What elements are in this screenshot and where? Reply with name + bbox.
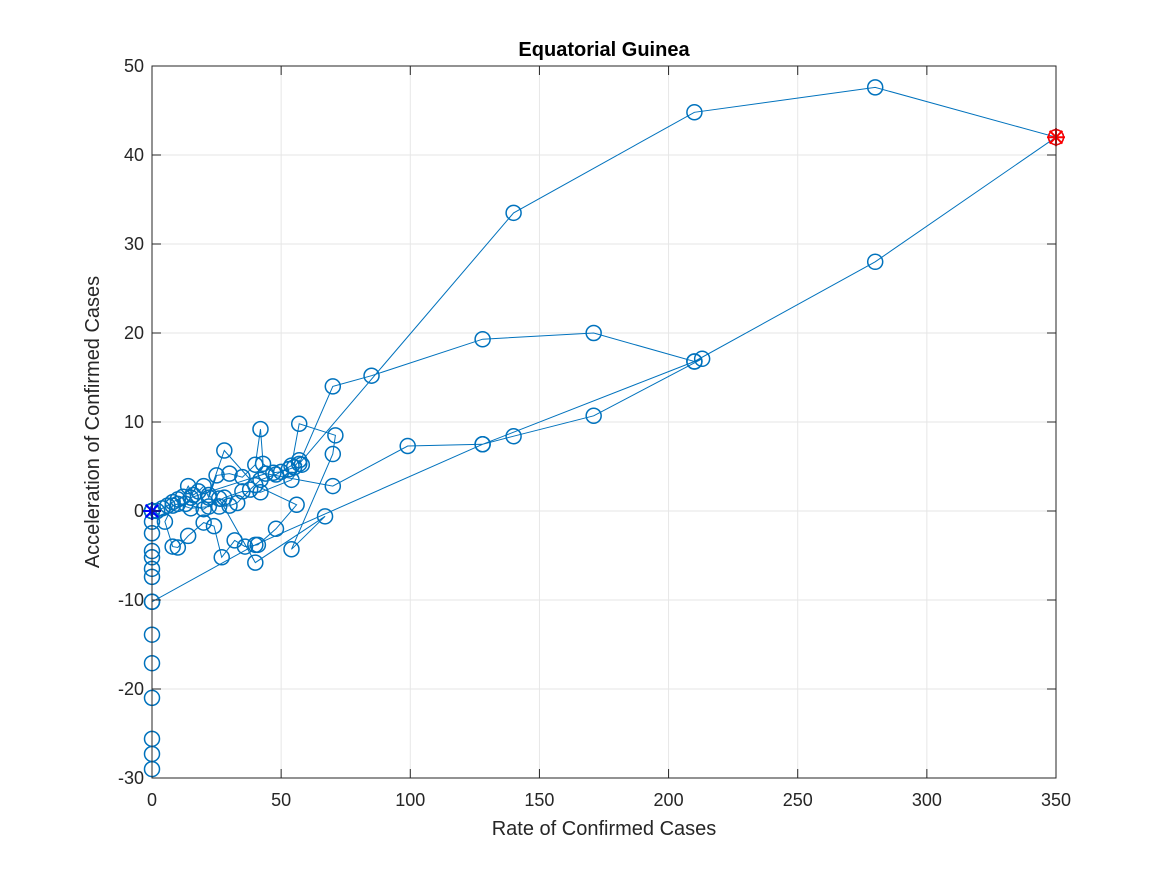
data-point: [210, 498, 228, 515]
data-point: [164, 497, 181, 514]
data-point: [327, 427, 344, 444]
data-point: [213, 549, 230, 566]
data-point: [267, 466, 285, 483]
data-point: [399, 437, 416, 455]
data-point: [234, 468, 251, 486]
x-tick-label: 150: [524, 790, 554, 810]
data-point: [283, 457, 300, 474]
data-point: [236, 538, 254, 555]
data-point: [195, 514, 212, 531]
y-tick-label: -10: [118, 590, 144, 610]
data-point: [208, 467, 225, 484]
data-point: [290, 455, 308, 473]
data-point: [686, 353, 703, 370]
data-point: [324, 445, 342, 463]
data-point: [474, 330, 491, 348]
y-tick-label: 30: [124, 234, 144, 254]
data-point: [156, 513, 174, 530]
data-point: [247, 476, 264, 494]
data-point: [474, 436, 491, 453]
data-point: [257, 465, 274, 482]
data-point: [179, 527, 197, 545]
data-point: [866, 253, 884, 271]
data-point: [585, 407, 602, 425]
data-point: [205, 517, 223, 535]
data-point: [324, 378, 342, 395]
data-point: [693, 350, 711, 368]
data-point: [164, 538, 181, 555]
x-tick-label: 50: [271, 790, 291, 810]
y-tick-label: 40: [124, 145, 144, 165]
data-point: [234, 483, 251, 500]
data-point: [169, 539, 187, 556]
data-point: [210, 490, 228, 507]
x-tick-label: 0: [147, 790, 157, 810]
y-tick-label: 20: [124, 323, 144, 343]
data-point: [505, 204, 522, 222]
data-point: [228, 494, 246, 512]
data-point: [195, 477, 212, 495]
x-axis-label: Rate of Confirmed Cases: [492, 818, 717, 840]
data-point: [324, 477, 342, 495]
data-point: [505, 427, 522, 445]
data-point: [241, 481, 259, 498]
data-point: [247, 456, 264, 473]
data-point: [216, 442, 233, 459]
data-point: [182, 489, 199, 506]
data-point: [254, 455, 272, 473]
y-tick-label: -20: [118, 679, 144, 699]
data-point: [283, 471, 300, 489]
data-point: [195, 500, 212, 518]
data-point: [585, 324, 602, 342]
tick-layer: 0 50 100 150 200 250 300 350 -30 -20 -10 0 10 20 30 40 5…: [118, 56, 1071, 810]
data-point: [247, 554, 264, 571]
x-tick-label: 250: [783, 790, 813, 810]
data-point: [177, 495, 194, 513]
y-axis-label: Acceleration of Confirmed Cases: [82, 276, 104, 568]
data-point: [283, 541, 300, 558]
data-point: [267, 520, 285, 538]
data-point: [288, 496, 305, 514]
y-tick-label: 10: [124, 412, 144, 432]
y-tick-label: -30: [118, 768, 144, 788]
data-point: [363, 367, 380, 384]
x-tick-label: 200: [654, 790, 684, 810]
data-point: [290, 415, 308, 433]
chart-title: Equatorial Guinea: [518, 39, 690, 61]
data-point: [200, 486, 218, 504]
data-point: [247, 536, 264, 554]
x-tick-label: 100: [395, 790, 425, 810]
y-tick-label: 0: [134, 501, 144, 521]
y-tick-label: 50: [124, 56, 144, 76]
data-point: [252, 420, 269, 438]
data-point: [221, 465, 238, 482]
data-point: [252, 471, 269, 489]
data-point: [316, 508, 334, 525]
series-layer: [143, 79, 1065, 778]
x-tick-label: 300: [912, 790, 942, 810]
data-point: [265, 464, 282, 481]
data-point: [686, 104, 703, 121]
x-tick-label: 350: [1041, 790, 1071, 810]
data-point: [866, 79, 884, 96]
